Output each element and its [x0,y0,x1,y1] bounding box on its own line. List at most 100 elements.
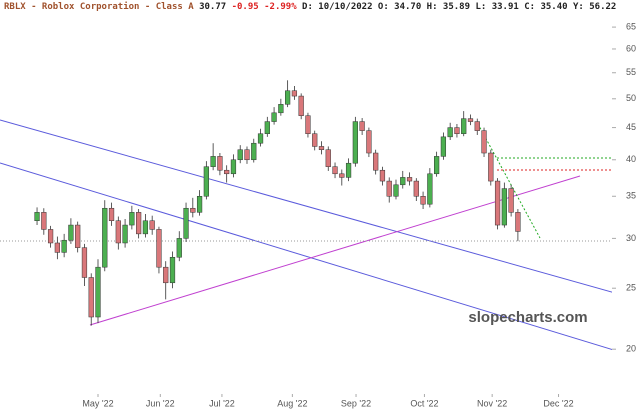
candle-body [210,156,216,167]
candle-body [81,247,88,278]
candle-body [129,212,135,226]
candle-body [359,121,365,131]
y-tick-label: 65 [626,21,636,31]
candle-body [108,207,115,222]
candle-body [285,90,291,105]
candle-body [95,266,101,318]
candle-body [122,224,128,244]
candle-body [149,220,155,230]
candle-body [251,142,257,161]
candle-body [291,90,298,97]
candle-body [102,207,108,268]
candle-body [312,133,318,147]
candle-body [427,173,433,205]
candle-body [488,152,494,182]
y-tick-label: 25 [626,283,636,293]
candle-body [230,159,237,175]
candle-body [413,180,419,197]
candle-body [278,104,284,114]
x-tick-label: Aug '22 [277,398,307,408]
watermark: slopecharts.com [468,309,587,326]
candle-body [257,133,264,144]
header: RBLX - Roblox Corporation - Class A 30.7… [4,2,616,12]
candle-body [136,212,142,235]
trend-line [0,119,612,293]
last-price: 30.77 [199,2,227,12]
x-tick-label: Nov '22 [477,398,507,408]
candle-body [454,127,460,134]
x-tick-label: May '22 [82,398,113,408]
change: -0.95 [231,2,259,12]
candle-body [298,95,304,116]
candle-body [305,115,311,134]
candle-body [271,112,277,122]
y-tick-label: 55 [626,67,636,77]
change-pct: -2.99% [264,2,297,12]
extra-detail: Y: 56.22 [573,2,617,12]
trend-line [477,123,541,239]
candle-body [196,196,203,213]
candle-body [34,212,40,222]
x-tick-label: Oct '22 [410,398,438,408]
grid: 20 25 30 35 40 45 50 55 60 65 May '22 Jun '22 Jul '2… [82,21,636,408]
candle-body [508,188,514,213]
candle-body [68,224,74,241]
candle-body [264,121,270,134]
candle-body [176,238,182,258]
candle-body [217,156,223,171]
candle-body [467,118,474,122]
candle-body [75,224,81,248]
candle-body [373,152,379,171]
candle-body [237,149,243,161]
candle-body [142,220,149,235]
candle-body [115,220,121,244]
candle-body [183,207,189,239]
candle-body [325,149,331,167]
candle-body [379,169,386,182]
trend-line [0,162,612,350]
candle-body [400,177,406,186]
candle-body [474,121,480,131]
candle-body [224,169,230,175]
candle-body [440,136,447,157]
candle-body [515,212,521,232]
ticker-title: RBLX - Roblox Corporation - Class A [4,2,194,12]
x-tick-label: Jul '22 [209,398,235,408]
candle-body [339,173,345,178]
candle-body [494,180,501,226]
candle-body [332,166,338,175]
candle-body [47,229,54,244]
y-tick-label: 30 [626,233,636,243]
candle-body [88,277,94,318]
candle-body [501,188,507,226]
candle-body [156,229,162,268]
x-tick-label: Sep '22 [341,398,371,408]
y-tick-label: 50 [626,93,636,103]
candle-body [244,149,250,161]
y-tick-label: 45 [626,122,636,132]
candle-body [203,166,209,197]
close-detail: C: 35.40 [524,2,568,12]
x-tick-label: Jun '22 [146,398,175,408]
candle-body [61,239,67,253]
ohlc-details: D: 10/10/2022 O: 34.70 H: 35.89 L: 33.91 [302,2,519,12]
candle-body [169,256,176,284]
y-tick-label: 20 [626,344,636,354]
y-tick-label: 40 [626,154,636,164]
candle-body [434,156,440,175]
candle-body [352,121,358,164]
y-tick-label: 35 [626,191,636,201]
candle-body [190,207,196,213]
candle-body [447,127,453,138]
y-tick-label: 60 [626,43,636,53]
candle-body [366,130,372,154]
candle-body [420,196,426,205]
candles [34,80,521,326]
candle-body [41,212,47,230]
candle-body [461,118,467,134]
candle-body [54,242,60,253]
candle-body [393,184,399,197]
candle-body [345,162,352,178]
candle-body [406,177,413,182]
